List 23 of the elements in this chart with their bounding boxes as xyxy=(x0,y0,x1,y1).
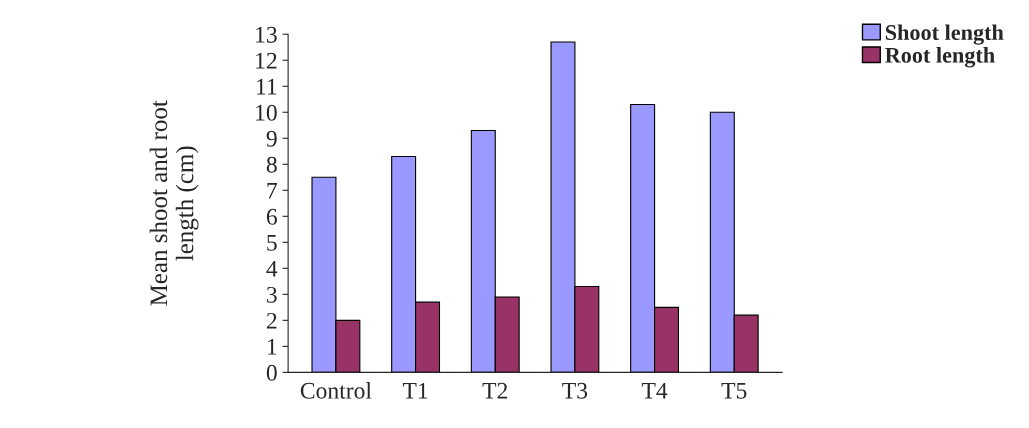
y-tick-label: 11 xyxy=(257,78,277,95)
y-tick-label: 7 xyxy=(267,183,278,199)
y-tick-label: 3 xyxy=(267,286,277,303)
y-tick-label: 5 xyxy=(267,235,277,251)
x-tick-label: T2 xyxy=(482,382,508,399)
y-axis-title: Mean shoot and root length (cm) xyxy=(149,100,199,306)
y-tick-label: 6 xyxy=(266,208,277,225)
y-tick-label: 4 xyxy=(266,260,278,277)
y-tick-label: 2 xyxy=(266,312,277,329)
y-tick-label: 0 xyxy=(266,364,277,381)
y-tick-label: 1 xyxy=(267,338,277,355)
x-tick-label: T3 xyxy=(562,382,588,399)
y-tick-label: 12 xyxy=(256,52,277,69)
x-tick-label: T1 xyxy=(402,382,428,399)
y-tick-label: 9 xyxy=(266,130,277,147)
x-tick-label: Control xyxy=(300,382,372,399)
y-tick-label: 13 xyxy=(256,26,277,43)
x-tick-label: T5 xyxy=(721,383,747,399)
x-tick-label: T4 xyxy=(641,382,668,399)
y-tick-label: 8 xyxy=(266,156,277,173)
legend-label: Root length xyxy=(885,47,995,68)
y-tick-label: 10 xyxy=(256,104,277,121)
legend-label: Shoot length xyxy=(885,24,1004,45)
